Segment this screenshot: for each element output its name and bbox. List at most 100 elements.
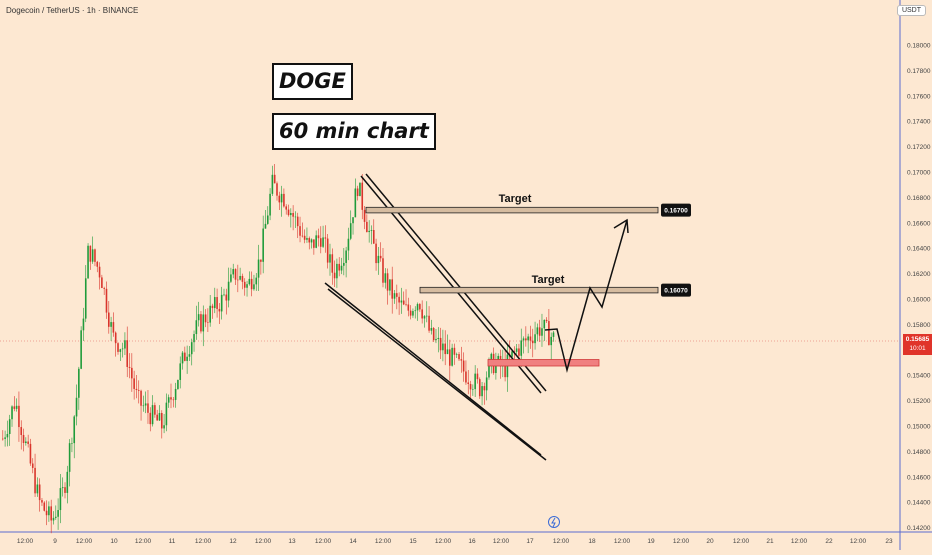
candle-body [110,322,112,327]
candle-body [414,310,417,312]
candle-body [179,363,182,380]
candle-body [515,348,518,352]
candle-body [407,304,410,311]
x-tick-label: 12:00 [195,538,212,545]
candle-body [469,384,472,390]
candle-body [405,304,407,306]
projection-arrowhead [613,218,629,234]
candle-body [170,397,172,400]
candle-body [82,318,85,331]
candle-body [352,217,354,224]
x-tick-label: 12:00 [17,538,34,545]
candle-body [250,278,253,290]
candle-body [276,183,278,196]
candle-body [18,405,20,428]
projection-path [544,219,628,373]
candle-body [253,284,255,290]
candle-body [435,339,437,341]
candle-body [543,319,546,329]
candle-body [552,332,555,337]
candle-body [59,488,62,511]
candle-body [207,322,209,323]
candle-body [522,338,525,341]
candle-body [4,437,6,439]
candle-body [225,294,228,301]
y-tick-label: 0.15400 [907,373,931,380]
candle-body [34,467,36,494]
x-tick-label: 13 [288,538,296,545]
candle-body [167,397,170,403]
y-tick-label: 0.14600 [907,474,931,481]
candle-body [442,343,444,351]
candle-body [290,213,292,216]
y-tick-label: 0.14200 [907,525,931,532]
candle-body [89,245,92,262]
candle-body [389,279,391,291]
candle-body [439,337,442,351]
candle-body [158,412,161,421]
candle-body [368,230,370,233]
x-tick-label: 23 [885,538,893,545]
candle-body [340,265,343,271]
candle-body [57,510,59,517]
flash-icon[interactable] [548,516,560,528]
candle-body [379,255,382,259]
target-zone[interactable] [365,206,659,214]
candle-body [15,405,18,409]
candle-body [453,347,456,355]
x-tick-label: 12:00 [850,538,867,545]
support-zone[interactable] [487,359,600,367]
y-tick-label: 0.15800 [907,322,931,329]
candle-body [370,230,373,231]
title-annotation: DOGE [272,63,353,100]
flash-icon-glyph [551,517,556,528]
candle-body [264,223,267,229]
candle-body [38,484,41,501]
target-zone[interactable] [419,286,659,294]
candle-body [511,351,513,357]
candle-body [84,278,87,319]
x-tick-label: 15 [409,538,417,545]
candle-body [91,249,94,262]
candle-body [303,235,306,240]
candle-body [273,174,276,184]
currency-badge[interactable]: USDT [896,5,926,16]
x-tick-label: 10 [110,538,118,545]
candle-body [483,386,486,391]
candle-body [177,379,179,389]
candle-body [8,419,11,434]
candle-body [322,237,324,247]
candle-body [412,311,414,316]
x-tick-label: 12:00 [435,538,452,545]
candle-body [128,366,131,368]
candle-body [193,334,195,343]
y-tick-label: 0.17600 [907,93,931,100]
candle-body [163,425,165,429]
candle-body [107,312,110,327]
candle-body [36,484,39,494]
candle-body [218,308,221,312]
candle-body [234,269,237,280]
candle-body [278,195,281,203]
candle-body [354,188,357,218]
candle-body [105,288,108,313]
x-tick-label: 12:00 [76,538,93,545]
candle-body [186,356,188,361]
x-tick-label: 12:00 [673,538,690,545]
candle-body [444,343,446,355]
candle-body [137,389,140,391]
candle-body [421,309,423,319]
y-tick-label: 0.16600 [907,220,931,227]
candle-body [485,377,488,391]
candle-body [68,443,71,472]
candle-body [220,294,223,312]
candle-body [319,238,322,247]
candle-body [391,279,394,299]
candle-body [465,371,467,383]
y-tick-label: 0.15000 [907,424,931,431]
target-price-text: 0.16070 [664,288,688,295]
candle-body [366,221,368,233]
candle-body [536,327,539,335]
time-axis[interactable]: 12:00 9 12:00 10 12:00 11 12:00 12 12:00 13 12:00 1… [17,538,893,545]
